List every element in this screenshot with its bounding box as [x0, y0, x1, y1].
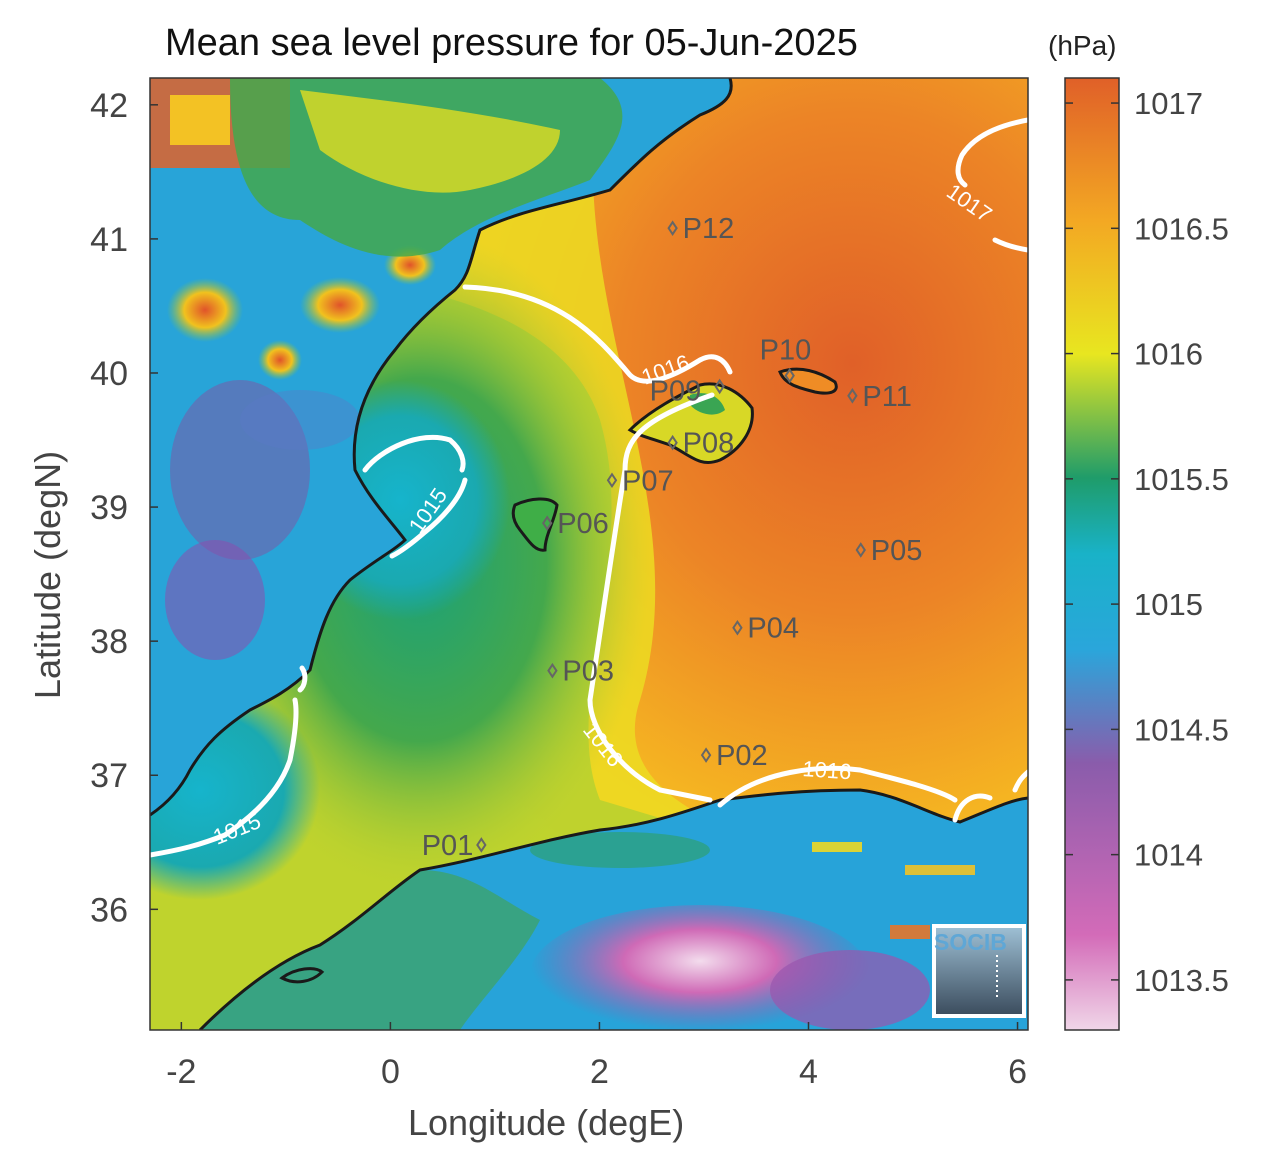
x-tick-label: -2: [166, 1053, 196, 1091]
y-tick-label: 39: [90, 489, 128, 527]
y-axis: 36 37 38 39 40 41 42: [90, 87, 158, 929]
land-texture: [150, 78, 623, 660]
y-axis-label: Latitude (degN): [27, 450, 68, 700]
station-marker-icon: [714, 378, 725, 395]
station-marker-icon: [700, 747, 712, 763]
station-p11[interactable]: P11: [847, 381, 912, 413]
station-label: P06: [557, 508, 609, 540]
station-marker-icon: [606, 472, 618, 489]
station-label: P12: [683, 213, 735, 245]
map-frame: [149, 77, 1029, 1031]
map-title: Mean sea level pressure for 05-Jun-2025: [165, 22, 858, 64]
station-label: P08: [683, 428, 735, 460]
station-p02[interactable]: P02: [700, 740, 768, 772]
y-tick-label: 36: [90, 891, 128, 929]
y-tick-label: 37: [90, 757, 128, 795]
contour-label: 1016: [802, 756, 853, 784]
station-p04[interactable]: P04: [732, 613, 799, 645]
colorbar-tick-label: 1014.5: [1134, 712, 1229, 747]
station-p10[interactable]: P10: [760, 335, 812, 384]
station-marker-icon: [855, 542, 866, 558]
station-p12[interactable]: P12: [667, 213, 735, 245]
colorbar-tick-label: 1015: [1134, 587, 1203, 622]
station-p08[interactable]: P08: [667, 428, 735, 460]
station-marker-icon: [667, 220, 678, 236]
colorbar-ticks: 1013.5 1014 1014.5 1015 1015.5 1016 1016.5 1017: [1065, 86, 1229, 998]
x-tick-label: 2: [590, 1053, 609, 1091]
x-axis: -2 0 2 4 6: [166, 1022, 1027, 1091]
x-tick-label: 4: [799, 1053, 818, 1091]
colorbar: [1064, 77, 1120, 1031]
station-label: P02: [716, 740, 768, 772]
station-marker-icon: [541, 515, 553, 531]
socib-logo: SOCIB: [932, 924, 1026, 1018]
isobars: [150, 117, 1028, 858]
pressure-field: 1015 1015 1016 1016 1016 1017 SOCIB P01P…: [150, 78, 1028, 1030]
station-marker-icon: [476, 837, 487, 853]
colorbar-tick-label: 1016.5: [1134, 211, 1229, 246]
station-p09[interactable]: P09: [650, 375, 725, 407]
coastlines: [150, 78, 1028, 1030]
station-p01[interactable]: P01: [422, 830, 487, 862]
colorbar-tick-label: 1016: [1134, 337, 1203, 372]
station-markers: P01 P02 P03 P04 P05 P06 P07 P08 P09 P10 P11 P12: [422, 213, 923, 862]
x-axis-label: Longitude (degE): [408, 1102, 685, 1143]
station-label: P09: [650, 375, 702, 407]
station-p03[interactable]: P03: [547, 656, 614, 688]
y-tick-label: 42: [90, 87, 128, 125]
station-label: P01: [422, 830, 474, 862]
station-label: P03: [562, 656, 614, 688]
station-label: P05: [871, 535, 923, 567]
station-p07[interactable]: P07: [606, 465, 674, 497]
colorbar-tick-label: 1013.5: [1134, 963, 1229, 998]
station-marker-icon: [547, 662, 558, 679]
x-tick-label: 0: [381, 1053, 400, 1091]
station-p06[interactable]: P06: [541, 508, 609, 540]
x-tick-label: 6: [1008, 1053, 1027, 1091]
colorbar-tick-label: 1015.5: [1134, 462, 1229, 497]
y-tick-label: 41: [90, 221, 128, 259]
y-tick-label: 38: [90, 623, 128, 661]
colorbar-tick-label: 1014: [1134, 838, 1203, 873]
y-tick-label: 40: [90, 355, 128, 393]
station-marker-icon: [847, 387, 858, 404]
station-label: P07: [622, 465, 674, 497]
africa-texture: [200, 832, 975, 1030]
station-label: P04: [747, 613, 799, 645]
logo-text: SOCIB: [934, 929, 1007, 955]
colorbar-unit: (hPa): [1048, 30, 1117, 61]
station-label: P10: [760, 335, 812, 367]
station-p05[interactable]: P05: [855, 535, 923, 567]
station-marker-icon: [784, 367, 795, 384]
station-marker-icon: [667, 434, 678, 451]
station-label: P11: [862, 381, 911, 413]
colorbar-tick-label: 1017: [1134, 86, 1203, 121]
station-marker-icon: [732, 619, 743, 636]
